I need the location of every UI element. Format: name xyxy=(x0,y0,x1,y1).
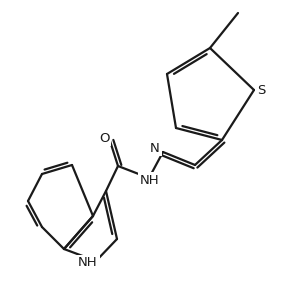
Text: N: N xyxy=(150,142,160,155)
Text: S: S xyxy=(257,83,265,96)
Text: NH: NH xyxy=(140,173,160,186)
Text: O: O xyxy=(99,132,109,145)
Text: NH: NH xyxy=(78,256,98,270)
